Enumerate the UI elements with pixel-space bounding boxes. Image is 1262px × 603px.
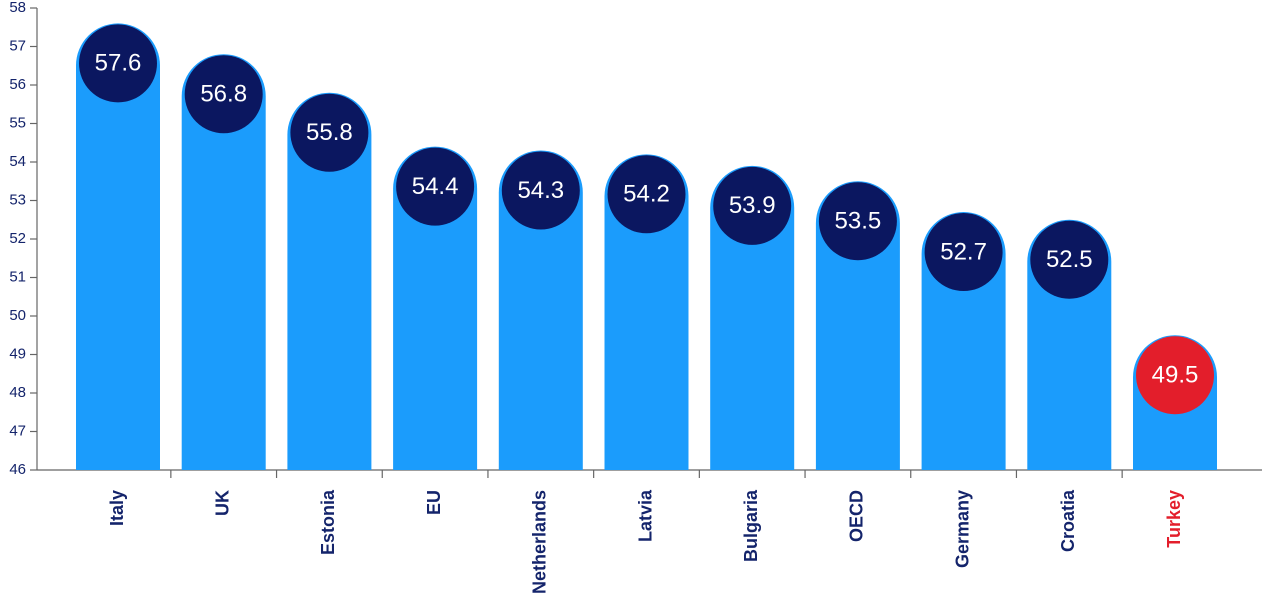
value-marker bbox=[184, 55, 263, 134]
bar bbox=[76, 23, 160, 471]
y-tick-label: 47 bbox=[9, 422, 26, 439]
bar bbox=[287, 92, 372, 470]
value-marker bbox=[396, 147, 475, 226]
x-tick-label: Germany bbox=[952, 490, 972, 568]
value-marker bbox=[1030, 220, 1109, 299]
y-tick-label: 58 bbox=[9, 0, 26, 16]
y-tick-label: 49 bbox=[9, 345, 26, 362]
value-marker bbox=[290, 93, 369, 172]
value-marker bbox=[1136, 336, 1214, 415]
value-label: 55.8 bbox=[306, 119, 353, 146]
y-tick-label: 48 bbox=[9, 384, 26, 401]
y-tick-label: 57 bbox=[9, 37, 26, 54]
y-tick-label: 54 bbox=[9, 153, 26, 170]
x-tick-label: Netherlands bbox=[530, 490, 550, 594]
x-tick-label: Turkey bbox=[1164, 490, 1184, 548]
x-tick-label: Italy bbox=[107, 490, 127, 526]
bar bbox=[393, 146, 478, 470]
x-tick-label: OECD bbox=[847, 490, 867, 542]
y-tick-label: 53 bbox=[9, 191, 26, 208]
y-tick-label: 56 bbox=[9, 76, 26, 93]
bar bbox=[181, 54, 266, 470]
value-marker bbox=[79, 24, 157, 103]
value-label: 54.4 bbox=[412, 173, 459, 200]
value-label: 49.5 bbox=[1152, 362, 1199, 389]
value-label: 52.5 bbox=[1046, 246, 1093, 273]
value-marker bbox=[924, 213, 1003, 292]
bar bbox=[710, 165, 795, 470]
y-tick-label: 55 bbox=[9, 114, 26, 131]
value-label: 56.8 bbox=[200, 81, 247, 108]
y-tick-label: 50 bbox=[9, 307, 26, 324]
value-label: 52.7 bbox=[940, 238, 987, 265]
x-tick-label: Estonia bbox=[318, 489, 338, 555]
x-tick-label: Croatia bbox=[1058, 489, 1078, 552]
value-label: 53.5 bbox=[835, 208, 882, 235]
value-marker bbox=[818, 182, 897, 261]
value-marker bbox=[501, 151, 580, 230]
y-tick-label: 46 bbox=[9, 461, 26, 478]
value-marker bbox=[607, 155, 686, 234]
x-tick-label: Latvia bbox=[635, 489, 655, 542]
value-label: 57.6 bbox=[95, 50, 142, 77]
bar bbox=[604, 154, 689, 471]
x-tick-label: EU bbox=[424, 490, 444, 515]
y-tick-label: 51 bbox=[9, 268, 26, 285]
value-label: 54.2 bbox=[623, 181, 670, 208]
value-label: 54.3 bbox=[517, 177, 564, 204]
value-label: 53.9 bbox=[729, 192, 776, 219]
x-tick-label: UK bbox=[212, 490, 232, 516]
y-tick-label: 52 bbox=[9, 230, 26, 247]
x-tick-label: Bulgaria bbox=[741, 489, 761, 562]
bar bbox=[498, 150, 583, 470]
value-marker bbox=[713, 166, 792, 245]
